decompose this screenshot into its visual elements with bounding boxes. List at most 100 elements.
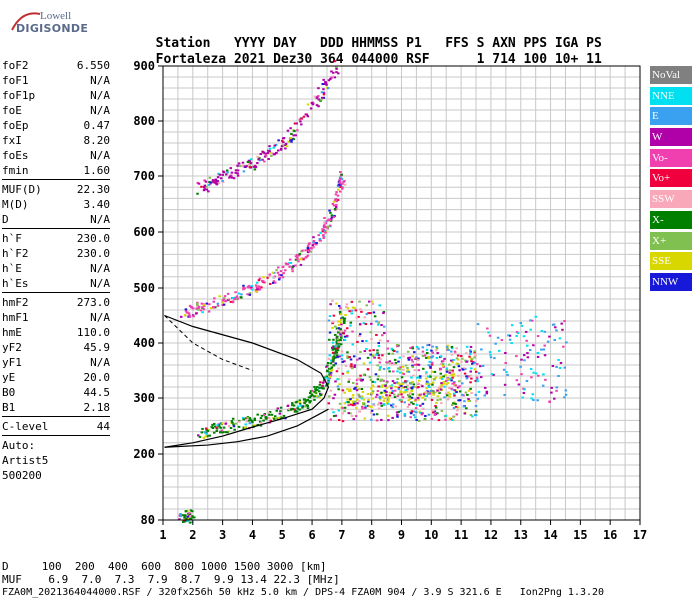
spread-mark <box>353 366 356 369</box>
spread-mark <box>338 402 342 405</box>
spread-mark <box>350 312 354 315</box>
spread-mark <box>395 350 399 353</box>
echo-mark <box>244 417 248 420</box>
echo-mark <box>340 317 343 320</box>
echo-mark <box>335 71 338 74</box>
spread-mark <box>439 367 443 370</box>
spread-mark <box>560 322 563 325</box>
echo-mark <box>257 279 261 282</box>
echo-mark <box>330 214 334 217</box>
echo-mark <box>320 386 324 389</box>
spread-mark <box>375 393 379 396</box>
spread-mark <box>395 411 399 414</box>
echo-mark <box>355 398 359 401</box>
echo-mark <box>306 247 310 250</box>
echo-mark <box>258 159 262 162</box>
echo-mark <box>402 391 405 394</box>
spread-mark <box>371 302 375 305</box>
echo-mark <box>232 425 236 428</box>
spread-mark <box>564 393 568 396</box>
spread-mark <box>348 356 351 359</box>
spread-mark <box>476 380 479 383</box>
echo-mark <box>339 318 343 321</box>
spread-mark <box>379 402 383 405</box>
spread-mark <box>444 418 447 421</box>
echo-mark <box>335 340 338 343</box>
echo-mark <box>211 180 215 183</box>
spread-mark <box>327 319 331 322</box>
spread-mark <box>385 381 388 384</box>
echo-mark <box>290 138 293 141</box>
echo-mark <box>202 189 206 192</box>
spread-mark <box>393 363 397 366</box>
spread-mark <box>520 373 523 376</box>
spread-mark <box>385 390 388 393</box>
echo-mark <box>368 405 371 408</box>
echo-mark <box>273 415 277 418</box>
param-key: yF1 <box>2 356 22 369</box>
param-key: foF1p <box>2 89 36 102</box>
y-tick-label: 600 <box>133 225 155 239</box>
spread-mark <box>479 376 483 379</box>
spread-mark <box>357 315 360 318</box>
spread-mark <box>446 344 450 347</box>
echo-mark <box>276 407 280 410</box>
echo-mark <box>329 78 332 81</box>
echo-mark <box>348 399 352 402</box>
param-row-hes: h`Es N/A <box>2 276 110 291</box>
echo-mark <box>253 417 257 420</box>
echo-mark <box>315 394 318 397</box>
echo-mark <box>366 393 370 396</box>
spread-mark <box>364 323 368 326</box>
echo-mark <box>272 146 276 149</box>
spread-mark <box>406 369 410 372</box>
spread-mark <box>428 374 432 377</box>
param-row-hf: h`F 230.0 <box>2 231 110 246</box>
echo-mark <box>293 408 297 411</box>
spread-mark <box>466 375 470 378</box>
electron-density-profile <box>164 314 330 448</box>
echo-mark <box>321 228 324 231</box>
echo-mark <box>288 407 291 410</box>
echo-mark <box>242 284 245 287</box>
echo-mark <box>277 278 281 281</box>
echo-mark <box>286 129 290 132</box>
echo-mark <box>317 234 320 237</box>
spread-mark <box>446 394 449 397</box>
spread-mark <box>445 369 449 372</box>
echo-mark <box>370 405 373 408</box>
spread-mark <box>381 354 384 357</box>
echo-mark <box>321 384 324 387</box>
spread-mark <box>380 404 383 407</box>
spread-mark <box>401 365 405 368</box>
echo-mark <box>278 276 281 279</box>
param-value: 3.40 <box>83 198 111 211</box>
spread-mark <box>450 359 453 362</box>
x-tick-label: 16 <box>603 528 617 542</box>
echo-mark <box>334 345 337 348</box>
lowell-digisonde-logo: Lowell DIGISONDE <box>8 8 88 38</box>
x-tick-label: 5 <box>279 528 286 542</box>
echo-mark <box>417 398 420 401</box>
echo-mark <box>300 123 303 126</box>
spread-mark <box>457 365 461 368</box>
echo-mark <box>243 426 247 429</box>
echo-mark <box>263 413 266 416</box>
param-key: h`E <box>2 262 22 275</box>
spread-mark <box>332 411 335 414</box>
auto-program: Artist5 <box>2 454 49 467</box>
echo-mark <box>371 384 374 387</box>
echo-mark <box>421 396 424 399</box>
spread-mark <box>343 335 347 338</box>
spread-mark <box>467 400 470 403</box>
echo-mark <box>233 428 236 431</box>
spread-mark <box>424 372 428 375</box>
echo-mark <box>242 416 245 419</box>
spread-mark <box>465 407 468 410</box>
echo-mark <box>232 423 235 426</box>
spread-mark <box>431 351 435 354</box>
spread-mark <box>476 397 480 400</box>
spread-mark <box>394 361 398 364</box>
spread-mark <box>396 415 399 418</box>
echo-mark <box>268 145 271 148</box>
